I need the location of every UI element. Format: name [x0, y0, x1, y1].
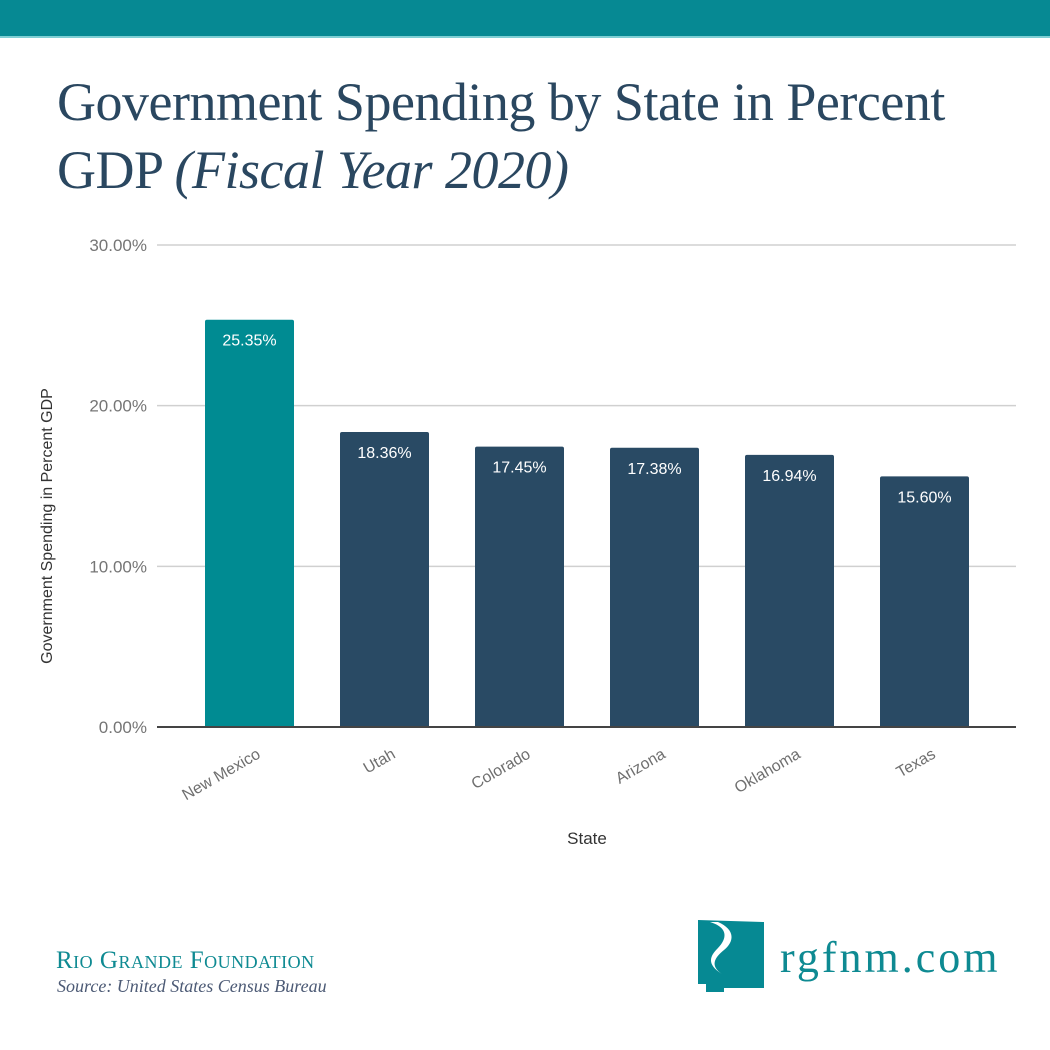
new-mexico-river-logo-icon	[698, 920, 764, 992]
bar-oklahoma	[745, 454, 834, 727]
bar-arizona	[610, 447, 699, 727]
bar-utah	[340, 432, 429, 727]
data-label: 17.45%	[492, 460, 546, 477]
bar-chart: 0.00% 10.00% 20.00% 30.00% 25.35% 18.36% 17.4…	[39, 236, 1016, 848]
x-axis-title: State	[567, 829, 607, 848]
bar-new-mexico	[205, 319, 294, 727]
y-tick-label: 0.00%	[99, 718, 147, 737]
data-label: 15.60%	[897, 489, 951, 506]
page-title: Government Spending by State in Percent …	[57, 68, 1007, 204]
y-tick-label: 10.00%	[89, 557, 147, 576]
data-label: 17.38%	[627, 461, 681, 478]
bar-colorado	[475, 446, 564, 727]
x-tick-label: New Mexico	[180, 746, 264, 804]
top-banner	[0, 0, 1050, 38]
website-link[interactable]: rgfnm.com	[780, 933, 1001, 982]
data-label: 18.36%	[357, 445, 411, 462]
title-subtitle: (Fiscal Year 2020)	[174, 140, 570, 200]
gridlines	[157, 244, 1016, 568]
organization-name: Rio Grande Foundation	[56, 947, 315, 974]
x-tick-label: Arizona	[613, 746, 669, 788]
source-note: Source: United States Census Bureau	[57, 976, 327, 996]
data-labels: 25.35% 18.36% 17.45% 17.38% 16.94% 15.60%	[222, 333, 951, 507]
x-tick-label: Oklahoma	[732, 746, 804, 797]
data-label: 16.94%	[762, 468, 816, 485]
y-tick-label: 30.00%	[89, 236, 147, 255]
x-tick-label: Texas	[894, 746, 939, 782]
x-axis-ticks: New Mexico Utah Colorado Arizona Oklahoma Tex…	[180, 746, 939, 804]
bars	[205, 319, 969, 727]
data-label: 25.35%	[222, 333, 276, 350]
x-tick-label: Utah	[361, 746, 399, 778]
y-axis-ticks: 0.00% 10.00% 20.00% 30.00%	[89, 236, 147, 737]
x-tick-label: Colorado	[469, 746, 534, 793]
y-axis-title: Government Spending in Percent GDP	[39, 388, 56, 664]
y-tick-label: 20.00%	[89, 397, 147, 416]
title-main: Government Spending by State in Percent …	[57, 72, 945, 200]
bar-texas	[880, 476, 969, 727]
